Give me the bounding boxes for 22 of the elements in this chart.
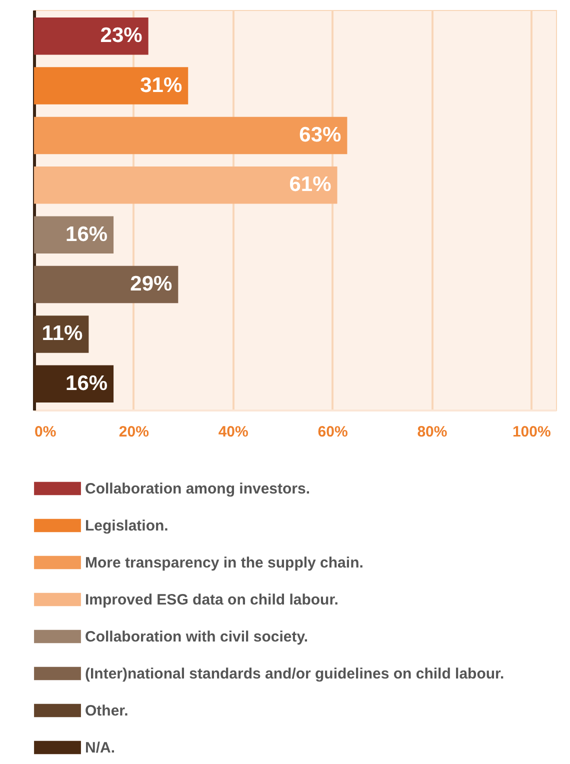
data-label: 31%	[140, 74, 182, 97]
x-tick-label: 0%	[34, 424, 56, 440]
legend-label: N/A.	[85, 740, 115, 756]
legend-label: Legislation.	[85, 518, 168, 534]
legend-label: Other.	[85, 702, 128, 720]
legend-label: (Inter)national standards and/or guidelines on child labour.	[85, 666, 504, 682]
data-label: 16%	[66, 372, 108, 395]
data-label: 29%	[130, 272, 172, 296]
x-tick-label: 20%	[118, 424, 149, 440]
legend-label: Collaboration among investors.	[85, 480, 310, 498]
data-label: 23%	[100, 24, 143, 48]
legend-label: More transparency in the supply chain.	[85, 554, 364, 572]
x-tick-label: 100%	[512, 424, 551, 440]
x-tick-label: 80%	[417, 424, 448, 440]
data-label: 11%	[42, 322, 84, 346]
x-tick-label: 60%	[318, 424, 348, 440]
legend-label: Collaboration with civil society.	[85, 628, 308, 646]
legend-label: Improved ESG data on child labour.	[85, 592, 338, 608]
data-label: 16%	[66, 222, 108, 246]
data-label: 63%	[299, 123, 342, 146]
data-label: 61%	[289, 173, 332, 196]
x-tick-label: 40%	[218, 424, 248, 440]
